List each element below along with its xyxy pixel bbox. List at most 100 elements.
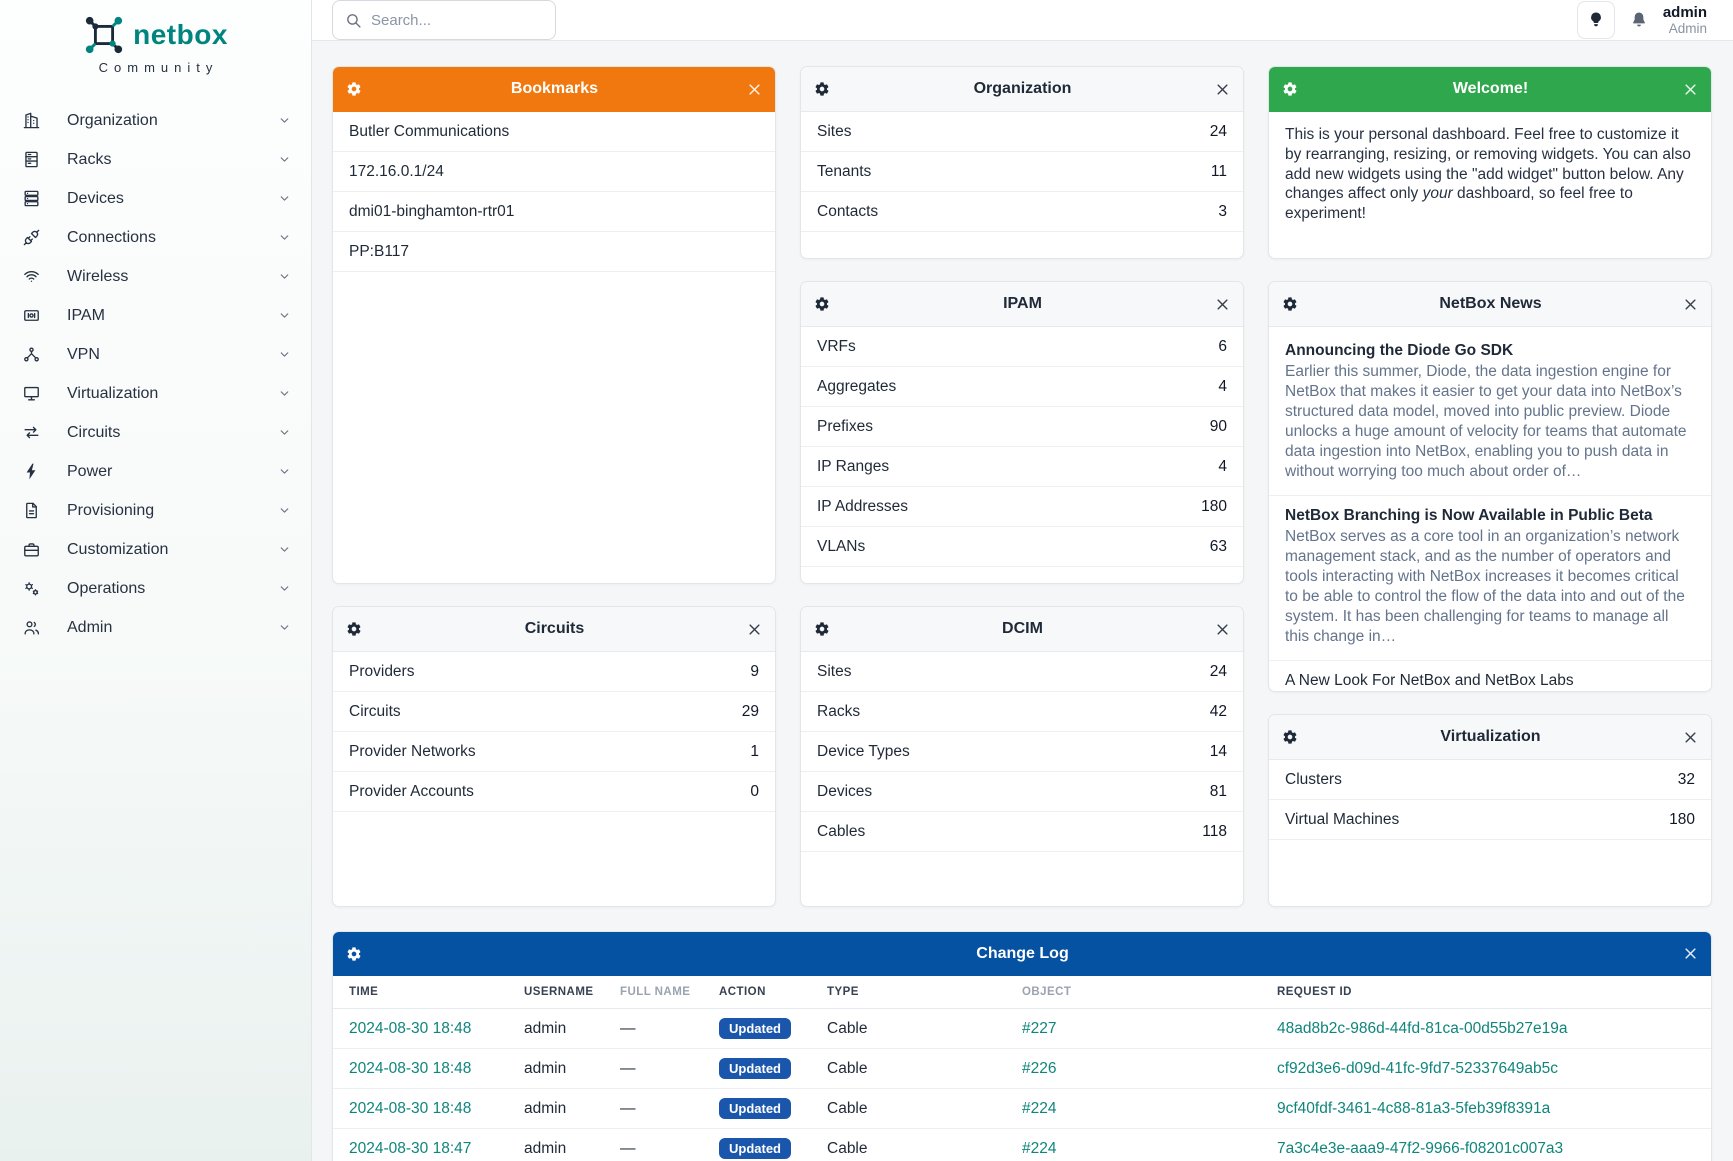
sidebar-item-organization[interactable]: Organization [0, 101, 311, 140]
sidebar: netbox Community Organization Racks Devi… [0, 0, 312, 1161]
change-object-link[interactable]: #224 [1022, 1139, 1057, 1157]
search-input[interactable] [371, 11, 570, 29]
stat-count-link[interactable]: 9 [750, 662, 759, 680]
change-time-link[interactable]: 2024-08-30 18:48 [349, 1099, 472, 1117]
stat-row: Virtual Machines 180 [1269, 800, 1711, 840]
stat-count-link[interactable]: 63 [1209, 537, 1227, 555]
action-badge: Updated [719, 1018, 791, 1039]
widget-title: Bookmarks [510, 80, 599, 97]
transfer-arrows-icon [22, 423, 41, 442]
widget-config-icon[interactable] [346, 946, 362, 962]
stat-row: Cables 118 [801, 812, 1243, 852]
stat-count-link[interactable]: 90 [1209, 417, 1227, 435]
stat-count-link[interactable]: 3 [1218, 202, 1227, 220]
stat-count-link[interactable]: 4 [1218, 377, 1227, 395]
stat-count-link[interactable]: 81 [1209, 782, 1227, 800]
widget-title: Circuits [524, 620, 585, 637]
widget-close-icon[interactable] [747, 622, 762, 637]
column-header-action[interactable]: ACTION [719, 986, 766, 998]
change-object-link[interactable]: #224 [1022, 1099, 1057, 1117]
sidebar-item-circuits[interactable]: Circuits [0, 413, 311, 452]
stat-count-link[interactable]: 180 [1669, 810, 1695, 828]
widget-title: NetBox News [1439, 295, 1542, 312]
stat-count-link[interactable]: 180 [1201, 497, 1227, 515]
widget-close-icon[interactable] [1683, 82, 1698, 97]
ipam-widget: IPAM VRFs 6 Aggregates 4 Prefixes 90 IP Ran… [800, 281, 1244, 584]
change-requestid-link[interactable]: 48ad8b2c-986d-44fd-81ca-00d55b27e19a [1277, 1019, 1568, 1037]
gears-icon [22, 579, 41, 598]
widget-config-icon[interactable] [814, 81, 830, 97]
sidebar-item-customization[interactable]: Customization [0, 530, 311, 569]
stat-count-link[interactable]: 6 [1218, 337, 1227, 355]
change-requestid-link[interactable]: 7a3c4e3e-aaa9-47f2-9966-f08201c007a3 [1277, 1139, 1564, 1157]
column-header-object[interactable]: OBJECT [1022, 986, 1072, 998]
bolt-icon [22, 462, 41, 481]
change-time-link[interactable]: 2024-08-30 18:47 [349, 1139, 472, 1157]
stat-count-link[interactable]: 4 [1218, 457, 1227, 475]
column-header-type[interactable]: TYPE [827, 986, 859, 998]
stat-count-link[interactable]: 0 [750, 782, 759, 800]
sidebar-item-vpn[interactable]: VPN [0, 335, 311, 374]
widget-close-icon[interactable] [1215, 82, 1230, 97]
widget-config-icon[interactable] [346, 621, 362, 637]
sidebar-item-devices[interactable]: Devices [0, 179, 311, 218]
column-header-time[interactable]: TIME [349, 986, 379, 998]
bookmark-link[interactable]: 172.16.0.1/24 [333, 152, 775, 192]
news-headline-link[interactable]: NetBox Branching is Now Available in Pub… [1285, 506, 1653, 524]
change-requestid-link[interactable]: cf92d3e6-d09d-41fc-9fd7-52337649ab5c [1277, 1059, 1558, 1077]
brand[interactable]: netbox Community [0, 0, 311, 75]
user-menu[interactable]: admin Admin [1663, 4, 1707, 37]
change-object-link[interactable]: #226 [1022, 1059, 1057, 1077]
action-badge: Updated [719, 1098, 791, 1119]
theme-toggle-button[interactable] [1576, 1, 1615, 39]
news-headline-link[interactable]: Announcing the Diode Go SDK [1285, 342, 1514, 359]
widget-config-icon[interactable] [1282, 81, 1298, 97]
widget-close-icon[interactable] [1215, 622, 1230, 637]
stat-count-link[interactable]: 14 [1209, 742, 1227, 760]
widget-config-icon[interactable] [814, 296, 830, 312]
widget-close-icon[interactable] [1215, 297, 1230, 312]
widget-config-icon[interactable] [1282, 296, 1298, 312]
change-object-link[interactable]: #227 [1022, 1019, 1057, 1037]
sidebar-item-ipam[interactable]: IPAM [0, 296, 311, 335]
stat-count-link[interactable]: 32 [1677, 770, 1695, 788]
widget-config-icon[interactable] [346, 81, 362, 97]
stat-count-link[interactable]: 118 [1202, 822, 1227, 840]
widget-config-icon[interactable] [814, 621, 830, 637]
bookmark-link[interactable]: PP:B117 [333, 232, 775, 272]
column-header-fullname[interactable]: FULL NAME [620, 986, 691, 998]
widget-close-icon[interactable] [747, 82, 762, 97]
sidebar-item-wireless[interactable]: Wireless [0, 257, 311, 296]
widget-config-icon[interactable] [1282, 729, 1298, 745]
sidebar-item-racks[interactable]: Racks [0, 140, 311, 179]
sidebar-item-power[interactable]: Power [0, 452, 311, 491]
bookmark-link[interactable]: Butler Communications [333, 112, 775, 152]
stat-count-link[interactable]: 29 [741, 702, 759, 720]
stat-count-link[interactable]: 24 [1209, 122, 1227, 140]
news-headline-link[interactable]: A New Look For NetBox and NetBox Labs [1285, 671, 1574, 689]
change-time-link[interactable]: 2024-08-30 18:48 [349, 1059, 472, 1077]
notifications-button[interactable] [1629, 10, 1649, 30]
change-fullname: — [620, 1019, 636, 1037]
sidebar-item-virtualization[interactable]: Virtualization [0, 374, 311, 413]
column-header-requestid[interactable]: REQUEST ID [1277, 986, 1352, 998]
stat-count-link[interactable]: 42 [1209, 702, 1227, 720]
widget-close-icon[interactable] [1683, 730, 1698, 745]
briefcase-icon [22, 540, 41, 559]
topbar: admin Admin [312, 0, 1733, 41]
sidebar-item-admin[interactable]: Admin [0, 608, 311, 647]
change-time-link[interactable]: 2024-08-30 18:48 [349, 1019, 472, 1037]
sidebar-item-operations[interactable]: Operations [0, 569, 311, 608]
widget-close-icon[interactable] [1683, 297, 1698, 312]
user-name: admin [1662, 3, 1707, 21]
widget-close-icon[interactable] [1683, 946, 1698, 961]
bookmark-link[interactable]: dmi01-binghamton-rtr01 [333, 192, 775, 232]
stat-count-link[interactable]: 24 [1209, 662, 1227, 680]
column-header-username[interactable]: USERNAME [524, 986, 594, 998]
change-requestid-link[interactable]: 9cf40fdf-3461-4c88-81a3-5feb39f8391a [1277, 1099, 1551, 1117]
stat-count-link[interactable]: 1 [750, 742, 759, 760]
change-username: admin [524, 1139, 567, 1157]
sidebar-item-provisioning[interactable]: Provisioning [0, 491, 311, 530]
sidebar-item-connections[interactable]: Connections [0, 218, 311, 257]
stat-count-link[interactable]: 11 [1210, 162, 1227, 180]
